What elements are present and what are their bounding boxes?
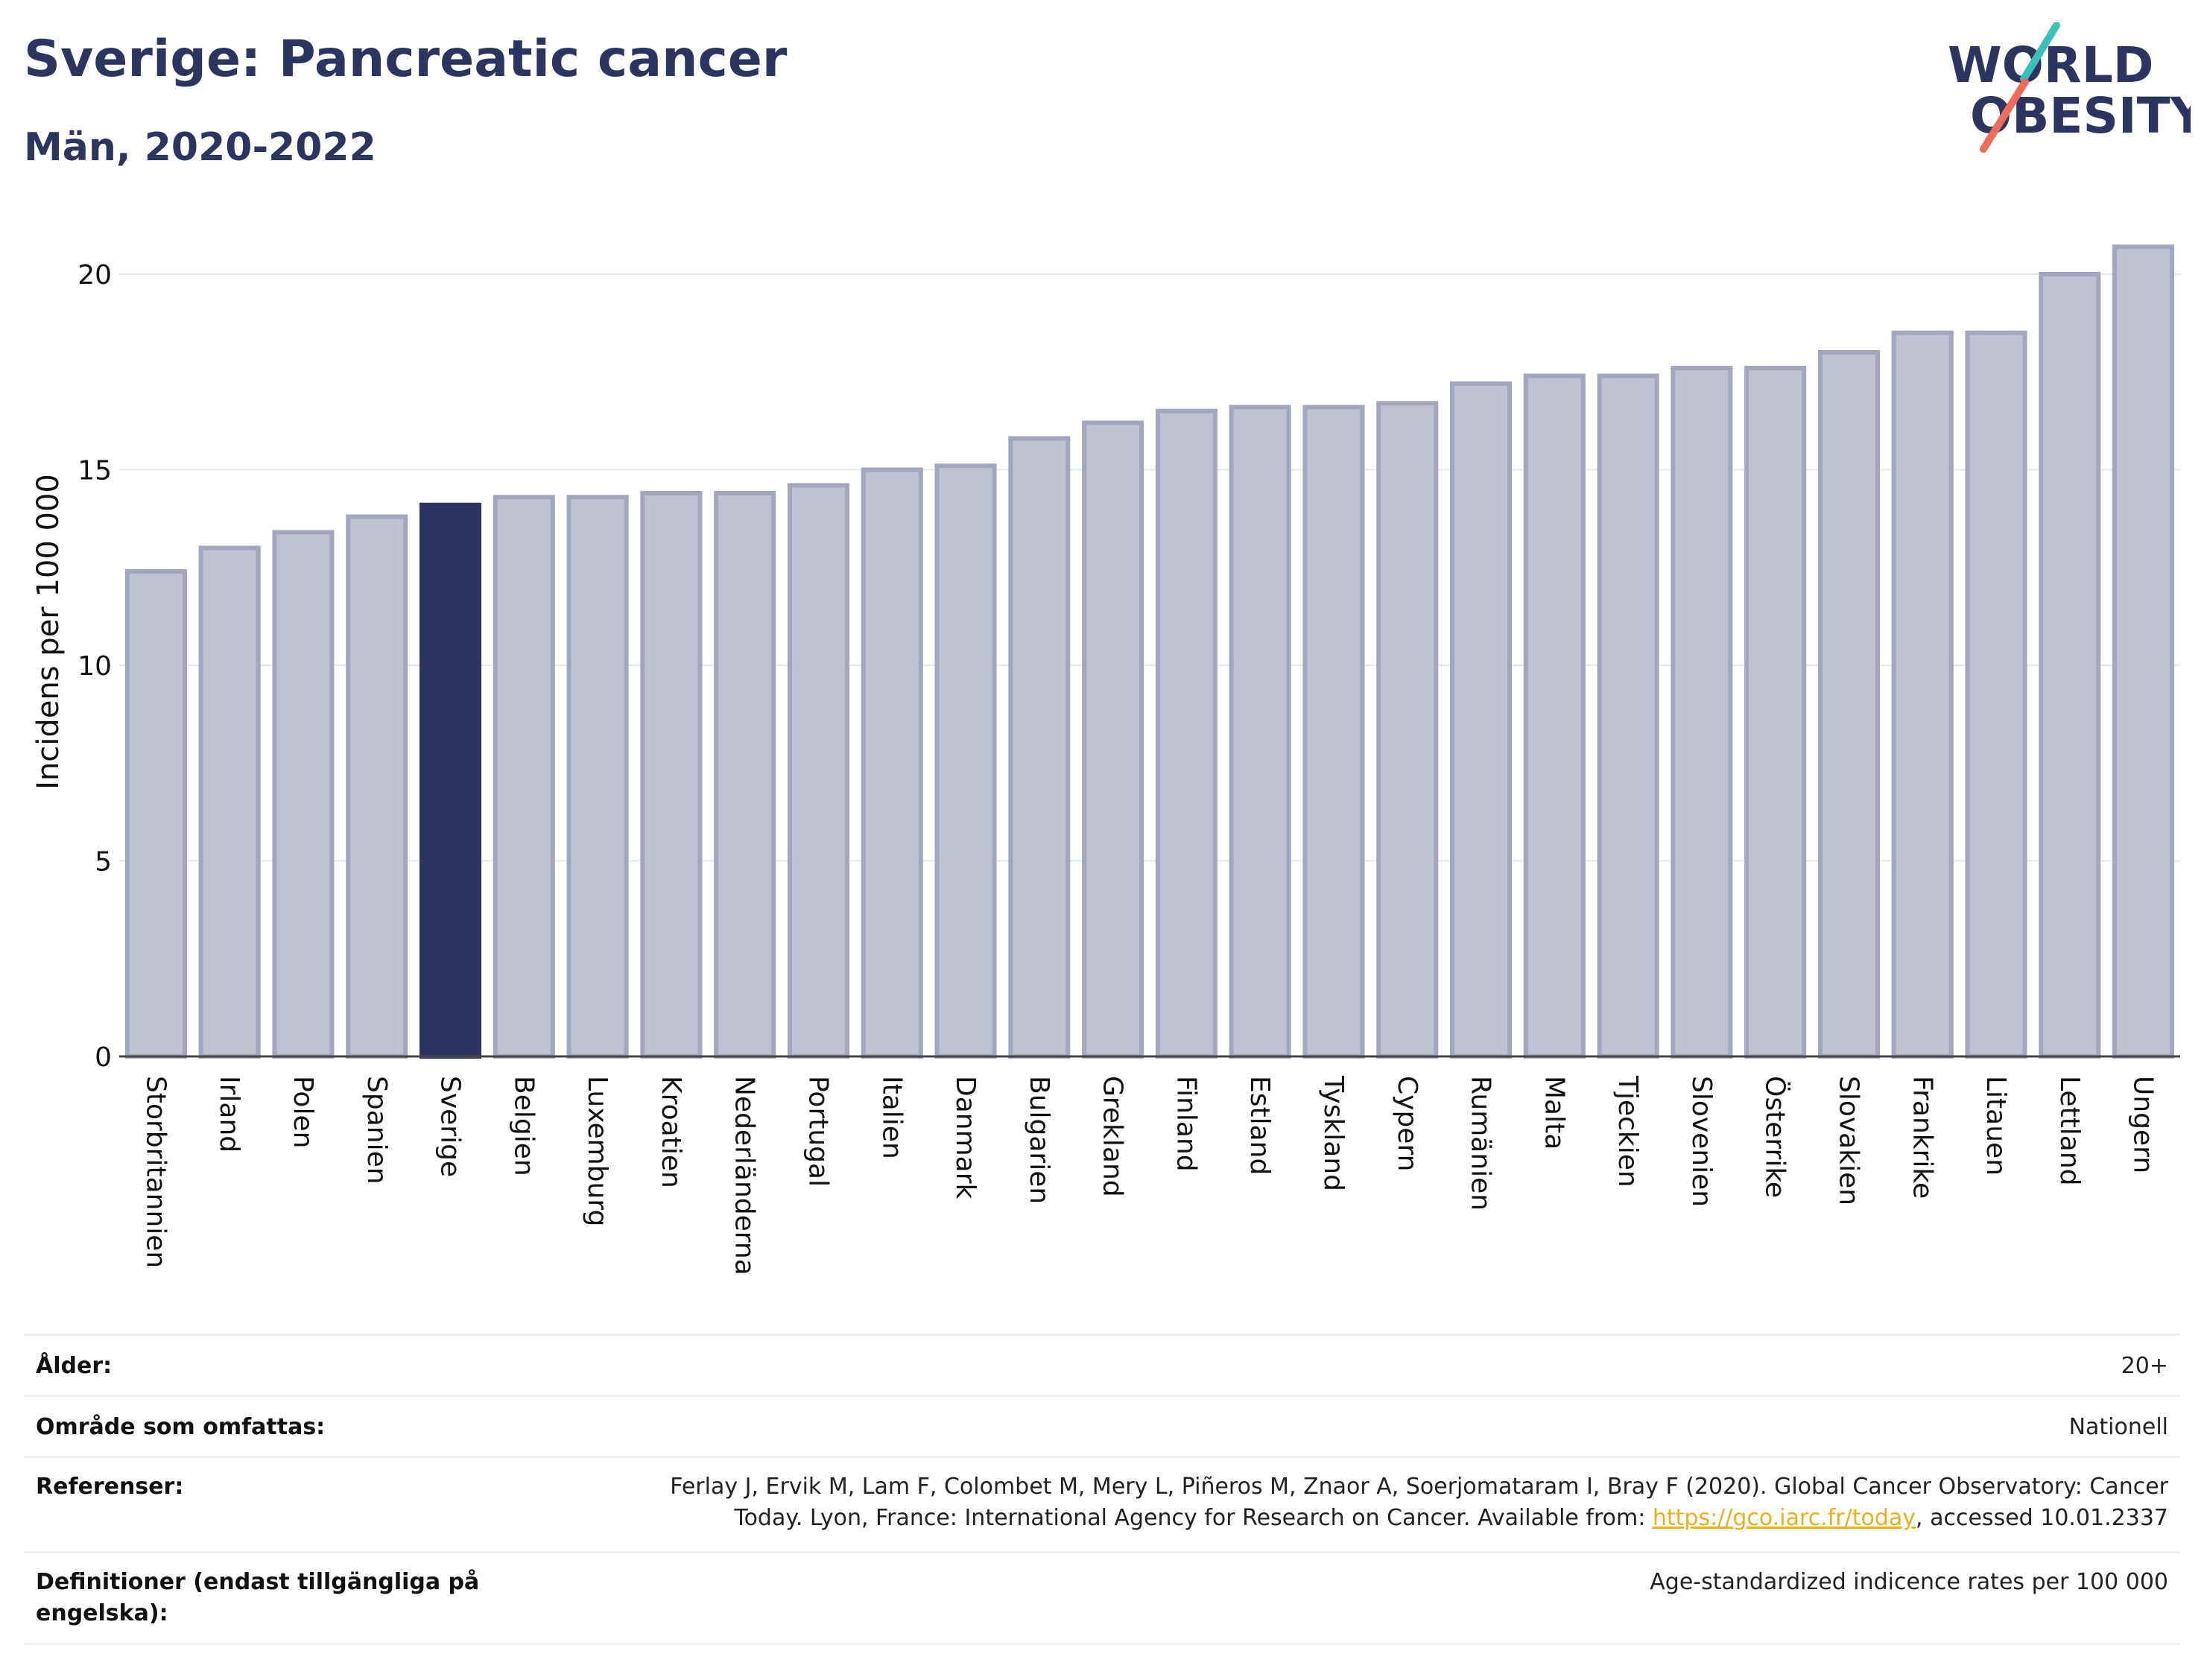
bar-lettland[interactable] [2039,272,2101,1059]
bar-polen[interactable] [272,530,335,1059]
x-tick-label: Kroatien [656,1076,686,1188]
x-tick-label: Österrike [1760,1076,1791,1198]
x-tick-label: Sverige [435,1076,466,1177]
bar-luxemburg[interactable] [566,495,629,1059]
bar-litauen[interactable] [1965,330,2027,1059]
bar-italien[interactable] [861,467,923,1059]
x-tick-label: Ungern [2128,1076,2159,1173]
reference-line-2: Today. Lyon, France: International Agenc… [604,1503,2168,1534]
x-tick-label: Grekland [1098,1076,1128,1197]
bar-kroatien[interactable] [640,491,703,1059]
x-tick-label: Slovenien [1686,1076,1717,1207]
x-tick-label: Irland [214,1076,244,1153]
world-obesity-logo: WORLD OBESITY [1948,22,2191,153]
x-tick-label: Portugal [802,1076,833,1187]
x-tick-labels: Storbritannien Irland Polen Spanien Sverige B… [140,1075,2158,1275]
meta-row-definitions: Definitioner (endast tillgängliga på eng… [24,1551,2180,1645]
y-tick-label: 15 [77,456,112,486]
reference-text: Today. Lyon, France: International Agenc… [734,1505,1653,1531]
bar-storbritannien[interactable] [124,569,187,1059]
x-tick-label: Spanien [361,1076,392,1185]
definitions-label-line-1: Definitioner (endast tillgängliga på [36,1569,480,1595]
y-tick-label: 20 [77,260,112,291]
reference-accessed: , accessed 10.01.2337 [1916,1505,2168,1531]
bar-malta[interactable] [1523,373,1586,1059]
bar-rumänien[interactable] [1450,381,1513,1059]
bar-sverige[interactable] [419,502,482,1059]
x-tick-label: Lettland [2054,1076,2085,1186]
bar-irland[interactable] [198,545,261,1059]
meta-value-references: Ferlay J, Ervik M, Lam F, Colombet M, Me… [604,1471,2168,1534]
logo-slash-coral [1980,78,2029,153]
x-tick-label: Luxemburg [582,1076,612,1226]
x-tick-label: Frankrike [1907,1076,1937,1199]
y-tick-label: 10 [77,651,112,682]
bar-slovenien[interactable] [1671,366,1733,1059]
bar-frankrike[interactable] [1891,330,1954,1059]
y-tick-label: 0 [95,1042,112,1073]
reference-line-1: Ferlay J, Ervik M, Lam F, Colombet M, Me… [670,1474,2168,1500]
bar-tyskland[interactable] [1302,405,1365,1059]
meta-label-area: Område som omfattas: [36,1414,326,1440]
x-tick-label: Tjeckien [1612,1075,1643,1188]
definitions-label-line-2: engelska): [36,1600,168,1626]
reference-link[interactable]: https://gco.iarc.fr/today [1652,1505,1916,1531]
y-tick-label: 5 [95,847,112,878]
x-tick-label: Bulgarien [1024,1076,1054,1204]
bar-österrike[interactable] [1744,366,1807,1059]
bar-bulgarien[interactable] [1008,436,1071,1059]
page-subtitle: Män, 2020-2022 [24,125,376,170]
bar-grekland[interactable] [1082,420,1144,1059]
bar-ungern[interactable] [2112,244,2175,1059]
meta-label-references: Referenser: [36,1474,184,1500]
x-tick-label: Polen [288,1076,318,1148]
bar-estland[interactable] [1229,405,1291,1059]
bar-portugal[interactable] [787,483,849,1059]
bar-belgien[interactable] [493,495,555,1059]
x-tick-label: Italien [876,1076,907,1159]
x-tick-label: Nederländerna [729,1076,760,1275]
meta-value-definitions: Age-standardized indicence rates per 100… [1650,1569,2168,1595]
x-tick-label: Rumänien [1466,1076,1496,1211]
bar-nederländerna[interactable] [714,491,776,1059]
x-tick-label: Storbritannien [140,1076,171,1268]
meta-value-area: Nationell [2068,1414,2168,1440]
x-tick-label: Belgien [508,1076,539,1176]
meta-row-references: Referenser: Ferlay J, Ervik M, Lam F, Co… [24,1456,2180,1551]
x-tick-label: Estland [1244,1076,1275,1175]
bar-slovakien[interactable] [1817,350,1880,1059]
bars [124,244,2175,1059]
meta-row-age: Ålder: 20+ [24,1334,2180,1395]
y-tick-labels: 0 5 10 15 20 [77,260,112,1073]
bar-chart: 0 5 10 15 20 Storbritannien Irland Polen Spanie… [31,244,2180,1275]
bar-danmark[interactable] [934,463,997,1059]
page-title: Sverige: Pancreatic cancer [24,30,788,89]
x-tick-label: Danmark [950,1076,981,1199]
x-tick-label: Cypern [1392,1076,1422,1171]
meta-value-age: 20+ [2121,1353,2168,1379]
bar-finland[interactable] [1155,408,1217,1059]
meta-label-definitions: Definitioner (endast tillgängliga på eng… [36,1567,528,1629]
meta-label-age: Ålder: [36,1353,113,1379]
y-axis-label: Incidens per 100 000 [31,474,66,790]
x-tick-label: Litauen [1980,1076,2011,1176]
logo-slash-teal [2020,22,2060,83]
metadata-table: Ålder: 20+ Område som omfattas: Nationel… [24,1334,2180,1645]
bar-spanien[interactable] [346,514,408,1059]
x-tick-label: Finland [1171,1076,1201,1172]
x-tick-label: Malta [1539,1076,1569,1150]
bar-tjeckien[interactable] [1597,373,1659,1059]
logo-text-world: WORLD [1948,37,2154,94]
x-tick-label: Slovakien [1833,1076,1863,1205]
x-tick-label: Tyskland [1318,1075,1349,1191]
meta-row-area: Område som omfattas: Nationell [24,1395,2180,1456]
bar-cypern[interactable] [1376,401,1439,1059]
